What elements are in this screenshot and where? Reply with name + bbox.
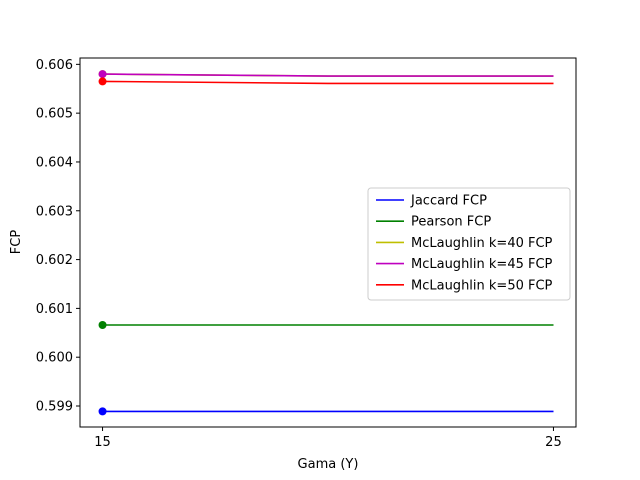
legend-box	[367, 187, 571, 301]
series-marker-1	[98, 407, 107, 416]
plot-frame	[79, 57, 577, 428]
legend: Jaccard FCP Pearson FCP McLaughlin k=40 FC…	[367, 187, 571, 301]
y-tick-label: 0.599	[36, 400, 73, 415]
y-ticks: 0.599 0.600 0.601 0.602 0.603 0.604 0.605 0.606	[36, 58, 80, 415]
series-line-4	[102, 73, 554, 77]
legend-label-5: McLaughlin k=50 FCP	[411, 278, 553, 293]
y-tick-label: 0.604	[36, 155, 73, 170]
series-marker-4	[98, 70, 107, 79]
y-tick-label: 0.603	[36, 204, 73, 219]
y-axis-label: FCP	[9, 230, 24, 255]
legend-label-1: Jaccard FCP	[410, 194, 487, 209]
x-axis-label: Gama (Y)	[298, 457, 359, 472]
series-line-5	[102, 80, 554, 85]
x-tick-label: 25	[545, 435, 562, 450]
y-tick-label: 0.602	[36, 253, 73, 268]
y-tick-label: 0.601	[36, 302, 73, 317]
series-layer	[98, 70, 554, 416]
x-ticks: 15 25	[94, 427, 562, 450]
legend-label-3: McLaughlin k=40 FCP	[411, 236, 553, 251]
series-marker-2	[98, 320, 107, 329]
y-tick-label: 0.606	[36, 58, 73, 73]
series-marker-5	[98, 77, 107, 86]
y-tick-label: 0.605	[36, 107, 73, 122]
legend-label-2: Pearson FCP	[411, 215, 491, 230]
legend-label-4: McLaughlin k=45 FCP	[411, 257, 553, 272]
y-tick-label: 0.600	[36, 351, 73, 366]
x-tick-label: 15	[94, 435, 111, 450]
